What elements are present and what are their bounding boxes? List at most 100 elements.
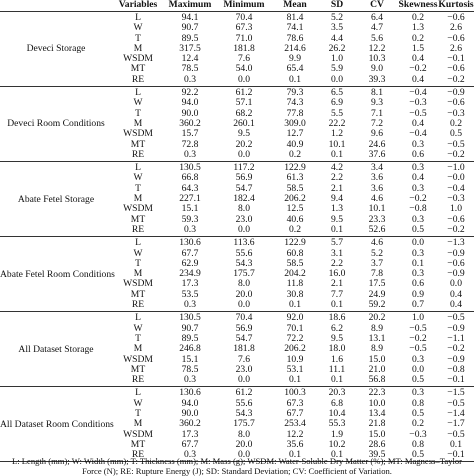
cell: 53.1: [286, 363, 304, 375]
cell: 360.2: [179, 418, 201, 430]
cell: 78.5: [181, 63, 199, 75]
cell: −0.6: [447, 12, 465, 23]
cell: 90.0: [181, 407, 199, 419]
cell: 61.2: [235, 87, 253, 99]
cell: −0.0: [447, 172, 465, 184]
cell: WSDM: [123, 353, 153, 365]
cell: 3.6: [371, 182, 383, 194]
cell: 8.1: [371, 87, 383, 99]
cell: 61.2: [235, 387, 253, 399]
cell: 3.4: [371, 162, 383, 174]
cell: 56.8: [368, 374, 386, 386]
cell: 20.3: [328, 387, 346, 399]
cell: 37.6: [368, 148, 386, 160]
cell: 0.1: [331, 223, 343, 235]
cell: 0.4: [412, 53, 424, 65]
cell: 234.9: [179, 268, 201, 280]
cell: 18.0: [328, 343, 346, 355]
cell: 8.0: [238, 278, 250, 290]
cell: −1.5: [447, 387, 465, 399]
row: T 89.5 54.7 72.2 9.5 13.1 −0.2 −1.1: [0, 332, 474, 344]
cell: 9.3: [371, 97, 383, 109]
cell: 15.1: [181, 203, 199, 215]
cell: −0.5: [409, 343, 427, 355]
cell: 8.0: [238, 428, 250, 440]
cell: 0.5: [412, 223, 424, 235]
cell: 90.7: [181, 322, 199, 334]
cell: 52.6: [368, 223, 386, 235]
cell: 0.6: [412, 148, 424, 160]
cell: T: [135, 257, 141, 269]
row: RE 0.3 0.0 0.1 0.1 39.5 0.5 −0.1: [0, 450, 474, 462]
cell: 10.3: [368, 53, 386, 65]
cell: 58.5: [286, 182, 304, 194]
cell: 94.0: [181, 397, 199, 409]
row: W 94.0 55.6 67.3 6.8 10.0 0.8 −0.5: [0, 397, 474, 409]
cell: −0.6: [447, 257, 465, 269]
cell: 10.9: [286, 353, 304, 365]
cell: −1.3: [447, 237, 465, 249]
cell: 40.9: [286, 138, 304, 150]
cell: 113.6: [233, 237, 255, 249]
cell: 72.8: [181, 138, 199, 150]
cell: 0.4: [412, 172, 424, 184]
row: T 64.3 54.7 58.5 2.1 3.6 0.3 −0.4: [0, 182, 474, 194]
row: W 67.7 55.6 60.8 3.1 5.2 0.3 −0.9: [0, 247, 474, 259]
cell: 10.4: [328, 407, 346, 419]
cell: 54.3: [235, 257, 253, 269]
cell: 65.4: [286, 63, 304, 75]
cell: 0.3: [184, 449, 196, 461]
cell: 3.5: [331, 22, 343, 34]
cell: −0.5: [409, 107, 427, 119]
row: RE 0.3 0.0 0.1 0.1 56.8 0.5 −0.1: [0, 375, 474, 387]
cell: 2.6: [450, 22, 462, 34]
cell: 20.2: [235, 138, 253, 150]
cell: −0.9: [447, 322, 465, 334]
cell: −0.2: [447, 343, 465, 355]
cell: 67.7: [286, 407, 304, 419]
cell: L: [135, 387, 141, 399]
row: MT 53.5 20.0 30.8 7.7 24.9 0.9 0.4: [0, 289, 474, 300]
cell: 5.7: [331, 237, 343, 249]
cell: −0.4: [409, 87, 427, 99]
cell: 5.6: [371, 32, 383, 44]
cell: 0.3: [412, 247, 424, 259]
cell: 61.3: [286, 172, 304, 184]
cell: 0.3: [184, 223, 196, 235]
cell: 1.0: [412, 312, 424, 324]
cell: 0.2: [289, 148, 301, 160]
row: RE 0.3 0.0 0.2 0.1 37.6 0.6 −0.2: [0, 148, 474, 162]
cell: 6.4: [371, 12, 383, 23]
cell: 8.9: [371, 343, 383, 355]
header-cell: Minimum: [216, 0, 272, 12]
cell: 89.5: [181, 332, 199, 344]
header-row: Variables Maximum Minimum Mean SD CV Skewness K…: [0, 0, 474, 12]
cell: 6.2: [331, 322, 343, 334]
cell: RE: [131, 223, 145, 235]
cell: 175.7: [233, 268, 255, 280]
cell: 0.6: [412, 278, 424, 290]
group: Deveci Room Conditions L 92.2 61.2 79.3 6.5 8.…: [0, 87, 474, 162]
cell: −0.2: [447, 223, 465, 235]
cell: 175.7: [233, 418, 255, 430]
cell: 0.4: [412, 73, 424, 85]
group: All Dataset Room Conditions L 130.6 61.2 100…: [0, 387, 474, 462]
cell: 3.7: [371, 257, 383, 269]
cell: 3.6: [371, 172, 383, 184]
cell: 7.6: [238, 53, 250, 65]
cell: 10.0: [368, 397, 386, 409]
cell: 0.3: [184, 148, 196, 160]
cell: 0.1: [331, 148, 343, 160]
cell: W: [133, 22, 143, 34]
cell: 122.9: [284, 162, 306, 174]
cell: 0.0: [238, 374, 250, 386]
cell: 12.2: [286, 428, 304, 440]
cell: 17.3: [181, 278, 199, 290]
cell: 1.5: [412, 42, 424, 54]
cell: 78.6: [286, 32, 304, 44]
cell: 0.0: [238, 449, 250, 461]
cell: 7.2: [371, 117, 383, 129]
cell: 60.8: [286, 247, 304, 259]
cell: 0.2: [412, 12, 424, 23]
cell: 35.6: [286, 438, 304, 450]
